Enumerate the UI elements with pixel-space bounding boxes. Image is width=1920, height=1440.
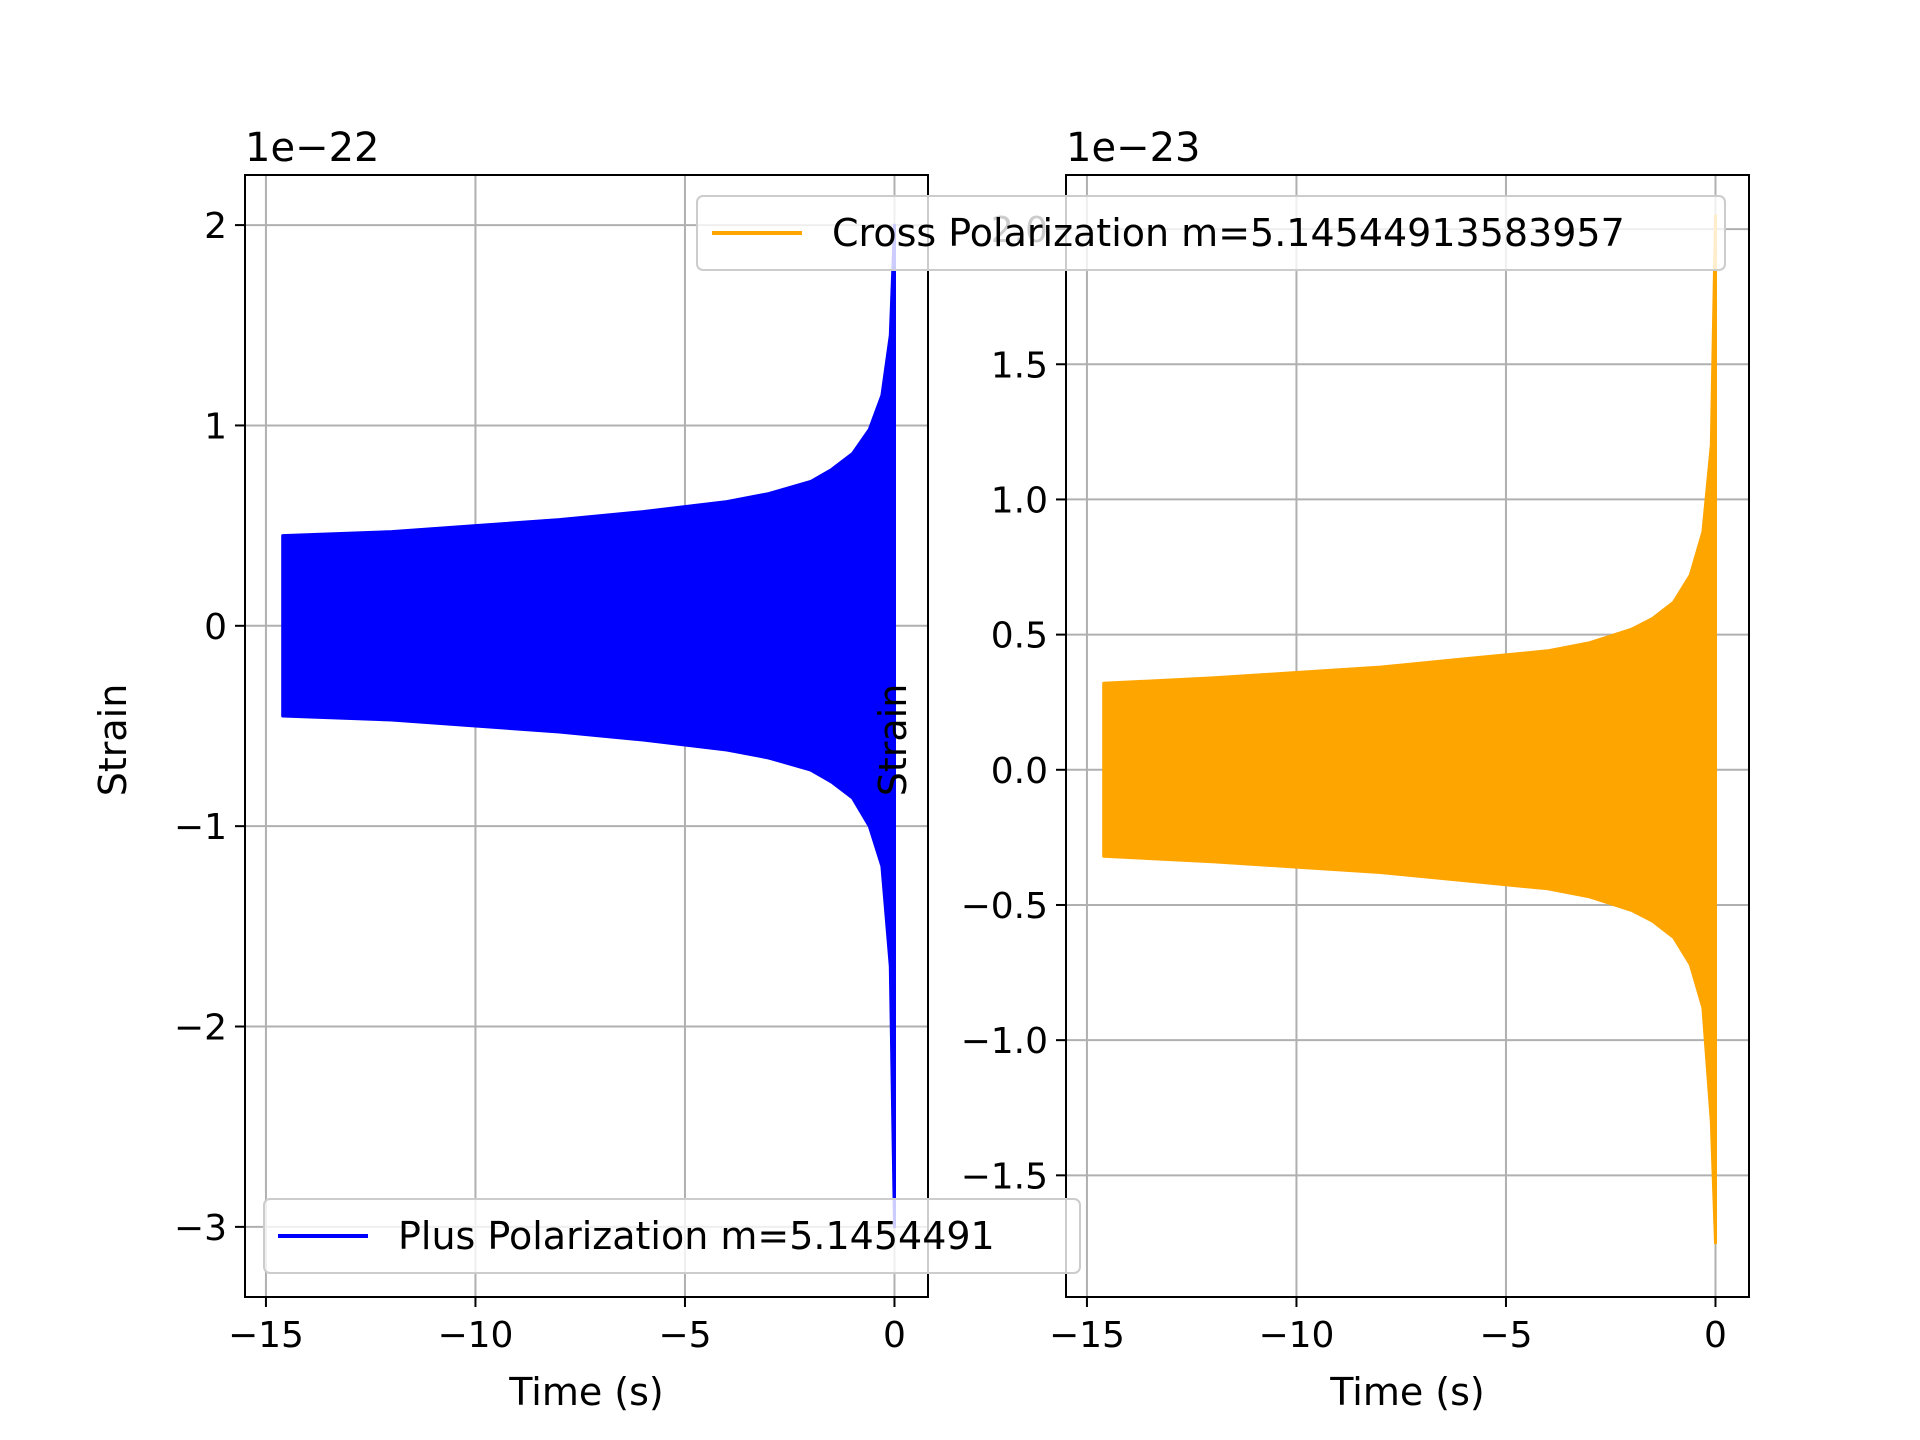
plot-1-ytick-label-4: 0.5: [991, 616, 1048, 657]
plot-0-offset-label: 1e−22: [245, 125, 379, 171]
legend-0-box: [263, 1198, 1081, 1274]
plot-0-xtick-label-1: −10: [437, 1315, 513, 1356]
plot-1-ytick-label-1: −1.0: [961, 1021, 1048, 1062]
plot-0-ytick-label-5: 2: [204, 206, 227, 247]
plot-1-xtick-label-1: −10: [1258, 1315, 1334, 1356]
cross-polarization-legend: Cross Polarization m=5.14544913583957: [696, 195, 1726, 271]
plot-1-y-axis-label: Strain: [871, 684, 915, 797]
plot-0-ytick-label-4: 1: [204, 406, 227, 447]
plot-0-xtick-label-0: −15: [228, 1315, 304, 1356]
plot-1-ytick-label-0: −1.5: [961, 1156, 1048, 1197]
legend-0-label: Plus Polarization m=5.1454491: [398, 1214, 995, 1258]
plus-polarization-legend: Plus Polarization m=5.1454491: [263, 1198, 1081, 1274]
plot-1-xtick-label-3: 0: [1704, 1315, 1727, 1356]
plot-1-ytick-label-5: 1.0: [991, 480, 1048, 521]
plot-0-xtick-label-2: −5: [658, 1315, 711, 1356]
plot-1-xtick-label-0: −15: [1049, 1315, 1125, 1356]
plot-0-xtick-label-3: 0: [883, 1315, 906, 1356]
plot-0-ytick-label-0: −3: [174, 1208, 227, 1249]
plot-1-ytick-label-6: 1.5: [991, 345, 1048, 386]
plot-0-axes-frame: [244, 174, 929, 1298]
plot-1-offset-label: 1e−23: [1066, 125, 1200, 171]
plot-0-ytick-label-2: −1: [174, 807, 227, 848]
plot-1-xtick-label-2: −5: [1479, 1315, 1532, 1356]
plot-0-ytick-label-3: 0: [204, 607, 227, 648]
plot-0-ytick-label-1: −2: [174, 1008, 227, 1049]
plot-0-x-axis-label: Time (s): [508, 1370, 664, 1414]
legend-1-label: Cross Polarization m=5.14544913583957: [832, 211, 1625, 255]
legend-1-box: [696, 195, 1726, 271]
plot-1-ytick-label-2: −0.5: [961, 886, 1048, 927]
plot-0-y-axis-label: Strain: [91, 684, 135, 797]
plot-1-ytick-label-3: 0.0: [991, 751, 1048, 792]
plot-1-waveform: [1102, 214, 1717, 1245]
plot-1-axes-frame: [1065, 174, 1750, 1298]
plot-1-x-axis-label: Time (s): [1329, 1370, 1485, 1414]
plot-1-data: [1102, 214, 1717, 1245]
